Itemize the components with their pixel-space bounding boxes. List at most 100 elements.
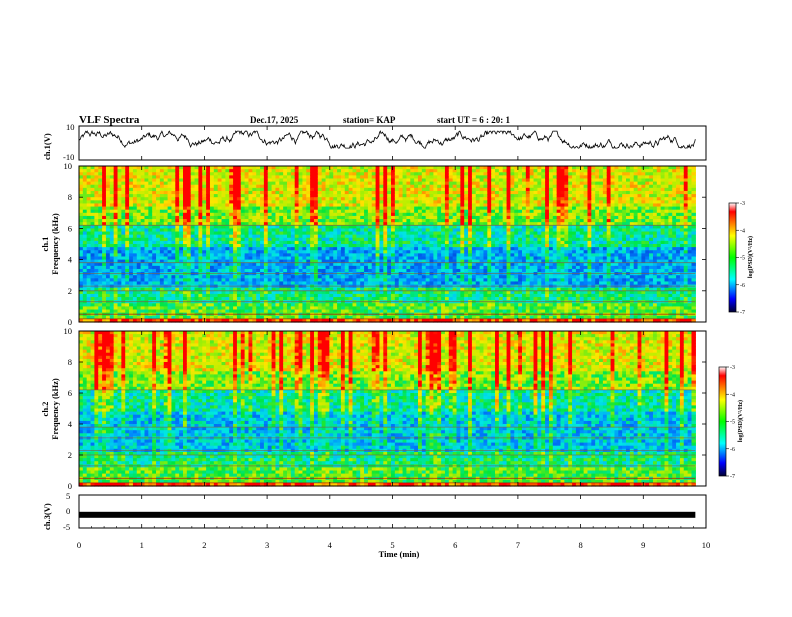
spectrogram-cell	[367, 262, 373, 267]
spectrogram-cell	[225, 222, 230, 226]
spectrogram-cell	[206, 306, 211, 311]
spectrogram-cell	[229, 259, 234, 264]
spectrogram-cell	[360, 187, 365, 192]
spectrogram-cell	[379, 237, 384, 242]
spectrogram-cell	[417, 268, 423, 273]
spectrogram-cell	[391, 240, 396, 245]
spectrogram-cell	[437, 175, 442, 180]
spectrogram-cell	[310, 234, 315, 239]
spectrogram-cell	[406, 234, 411, 239]
spectrogram-cell	[271, 228, 277, 233]
spectrogram-cell	[102, 287, 107, 292]
spectrogram-cell	[283, 234, 288, 239]
spectrogram-cell	[175, 268, 180, 273]
spectrogram-cell	[229, 169, 234, 173]
spectrogram-cell	[221, 172, 226, 176]
spectrogram-cell	[387, 206, 392, 211]
spectrogram-cell	[109, 262, 115, 267]
spectrogram-cell	[225, 306, 230, 311]
spectrogram-cell	[321, 206, 327, 211]
spectrogram-cell	[425, 268, 431, 273]
spectrogram-cell	[321, 190, 327, 195]
spectrogram-cell	[364, 268, 369, 273]
spectrogram-cell	[310, 222, 315, 226]
spectrogram-cell	[144, 225, 149, 229]
spectrogram-cell	[217, 268, 223, 273]
spectrogram-cell	[360, 268, 365, 273]
spectrogram-cell	[79, 228, 84, 233]
spectrogram-cell	[371, 228, 377, 233]
spectrogram-cell	[344, 268, 350, 273]
spectrogram-cell	[325, 206, 330, 211]
spectrogram-cell	[132, 212, 138, 217]
spectrogram-cell	[183, 203, 188, 208]
spectrogram-cell	[82, 228, 88, 233]
spectrogram-cell	[317, 234, 323, 239]
spectrogram-cell	[402, 206, 408, 211]
spectrogram-cell	[225, 309, 230, 314]
spectrogram-cell	[86, 212, 92, 217]
spectrogram-cell	[302, 303, 307, 307]
spectrogram-cell	[152, 187, 157, 192]
spectrogram-cell	[448, 228, 454, 233]
spectrogram-cell	[333, 219, 338, 223]
spectrogram-cell	[441, 259, 446, 264]
spectrogram-cell	[294, 234, 300, 239]
spectrogram-cell	[179, 297, 184, 301]
spectrogram-cell	[279, 203, 284, 208]
spectrogram-cell	[364, 222, 369, 226]
spectrogram-cell	[367, 315, 373, 320]
spectrogram-cell	[379, 212, 384, 217]
spectrogram-cell	[375, 178, 381, 183]
spectrogram-cell	[352, 275, 357, 279]
spectrogram-cell	[306, 203, 311, 208]
spectrogram-cell	[225, 169, 230, 173]
spectrogram-cell	[421, 275, 427, 279]
spectrogram-cell	[452, 256, 458, 261]
spectrogram-cell	[410, 281, 415, 286]
spectrogram-cell	[437, 275, 442, 279]
spectrogram-cell	[329, 290, 334, 295]
spectrogram-cell	[194, 306, 200, 311]
spectrogram-cell	[410, 275, 415, 279]
spectrogram-cell	[121, 175, 126, 180]
spectrogram-cell	[394, 318, 400, 323]
spectrogram-cell	[179, 290, 184, 295]
spectrogram-cell	[90, 181, 96, 186]
spectrogram-cell	[202, 287, 207, 292]
spectrogram-cell	[79, 265, 84, 270]
spectrogram-cell	[167, 231, 173, 236]
spectrogram-cell	[448, 303, 454, 307]
spectrogram-cell	[194, 275, 200, 279]
spectrogram-cell	[113, 222, 119, 226]
spectrogram-cell	[333, 206, 338, 211]
spectrogram-cell	[340, 278, 346, 283]
spectrogram-cell	[379, 303, 384, 307]
spectrogram-cell	[225, 178, 230, 183]
spectrogram-cell	[267, 244, 273, 248]
spectrogram-cell	[375, 175, 381, 180]
spectrogram-cell	[148, 166, 153, 170]
spectrogram-cell	[433, 169, 438, 173]
spectrogram-cell	[321, 237, 327, 242]
spectrogram-cell	[371, 172, 377, 176]
spectrogram-cell	[163, 200, 169, 205]
spectrogram-cell	[352, 187, 357, 192]
spectrogram-cell	[221, 225, 226, 229]
spectrogram-cell	[225, 197, 230, 201]
spectrogram-cell	[225, 247, 230, 251]
spectrogram-cell	[406, 219, 411, 223]
spectrogram-cell	[183, 259, 188, 264]
spectrogram-cell	[236, 222, 242, 226]
spectrogram-cell	[109, 315, 115, 320]
spectrogram-cell	[290, 206, 296, 211]
spectrogram-cell	[441, 166, 446, 170]
spectrogram-cell	[375, 253, 381, 258]
spectrogram-cell	[379, 275, 384, 279]
spectrogram-cell	[348, 234, 354, 239]
spectrogram-cell	[306, 197, 311, 201]
spectrogram-cell	[383, 275, 388, 279]
spectrogram-cell	[317, 209, 323, 214]
spectrogram-cell	[367, 206, 373, 211]
spectrogram-cell	[140, 234, 146, 239]
